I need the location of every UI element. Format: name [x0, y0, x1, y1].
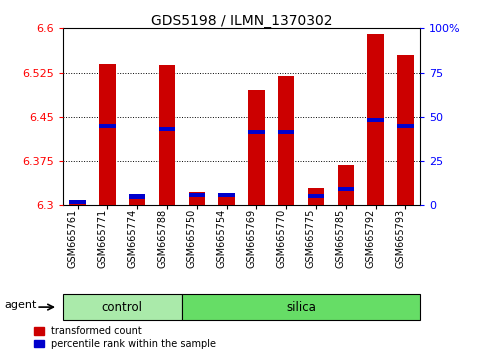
Bar [248, 130, 265, 134]
Bar [159, 127, 175, 131]
Bar [308, 194, 324, 198]
Text: GSM665793: GSM665793 [395, 209, 405, 268]
Legend: transformed count, percentile rank within the sample: transformed count, percentile rank withi… [34, 326, 216, 349]
Bar [129, 194, 145, 199]
Bar [278, 130, 294, 134]
Bar [129, 198, 145, 205]
Text: control: control [102, 301, 143, 314]
Bar [338, 165, 354, 205]
Bar [218, 193, 235, 197]
Bar [248, 90, 265, 205]
Bar [218, 195, 235, 205]
Text: GSM665761: GSM665761 [68, 209, 78, 268]
Text: agent: agent [5, 300, 37, 310]
Text: GSM665770: GSM665770 [276, 209, 286, 268]
Bar [397, 55, 413, 205]
Bar [278, 75, 294, 205]
Text: GSM665792: GSM665792 [366, 209, 376, 268]
Bar [70, 204, 86, 205]
Text: silica: silica [286, 301, 316, 314]
Bar [368, 118, 384, 122]
Text: GSM665769: GSM665769 [246, 209, 256, 268]
Bar [308, 188, 324, 205]
Text: GSM665785: GSM665785 [336, 209, 346, 268]
Text: GSM665771: GSM665771 [98, 209, 108, 268]
Bar [338, 187, 354, 191]
Bar [368, 34, 384, 205]
Bar [397, 124, 413, 128]
Text: GSM665750: GSM665750 [187, 209, 197, 268]
Text: GDS5198 / ILMN_1370302: GDS5198 / ILMN_1370302 [151, 14, 332, 28]
Text: GSM665775: GSM665775 [306, 209, 316, 268]
Text: GSM665788: GSM665788 [157, 209, 167, 268]
Bar [70, 200, 86, 205]
Text: GSM665774: GSM665774 [127, 209, 137, 268]
Bar [159, 65, 175, 205]
Text: GSM665754: GSM665754 [216, 209, 227, 268]
Bar [99, 124, 115, 128]
Bar [99, 64, 115, 205]
Bar [189, 192, 205, 205]
Bar [189, 193, 205, 197]
